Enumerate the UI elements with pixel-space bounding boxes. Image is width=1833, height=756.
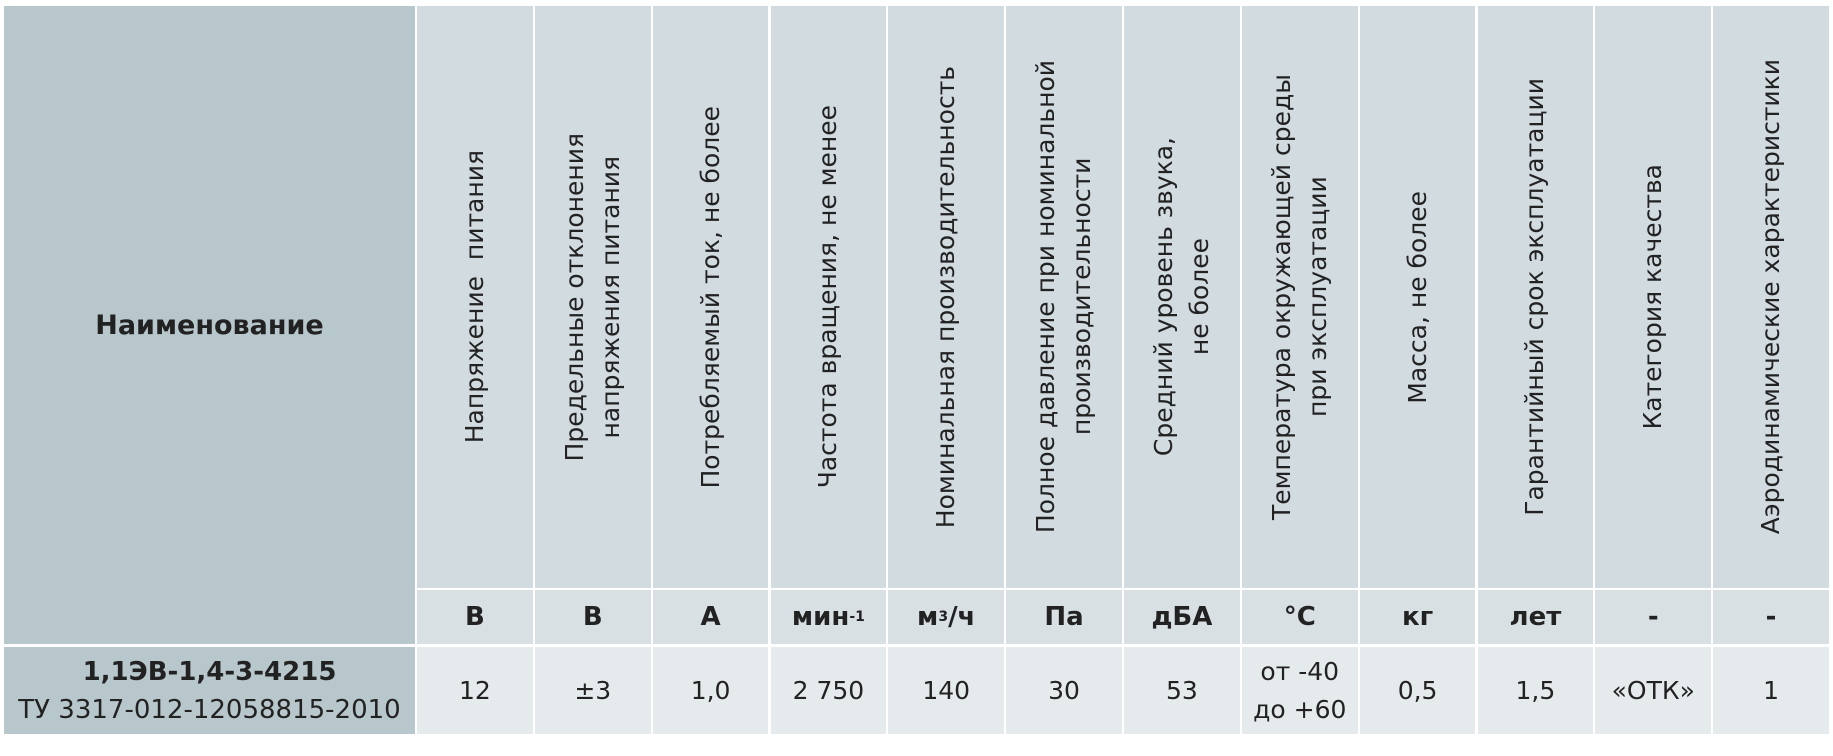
value-text: 0,5 — [1397, 675, 1438, 705]
header-line: Аэродинамические характеристики — [1756, 59, 1786, 535]
header-text: Гарантийный срок эксплуатации — [1517, 78, 1553, 516]
header-text: Номинальная производительность — [928, 66, 964, 528]
unit-text: В — [582, 602, 603, 632]
header-line: Полное давление при номинальной — [1031, 60, 1061, 534]
spec-code: ТУ 3317-012-12058815-2010 — [18, 694, 401, 725]
value-text: 12 — [459, 675, 491, 705]
header-text: Частота вращения, не менее — [810, 105, 846, 488]
unit-cell: дБА — [1124, 590, 1240, 644]
value-text: 1,0 — [690, 675, 731, 705]
header-text: Категория качества — [1635, 164, 1671, 429]
header-text: Напряжение питания — [457, 150, 493, 443]
value-cell: 1,0 — [652, 647, 769, 734]
unit-cell: - — [1713, 590, 1829, 644]
value-cell: 1 — [1713, 647, 1829, 734]
value-text: «ОТК» — [1611, 675, 1695, 705]
header-line: Частота вращения, не менее — [813, 105, 843, 489]
unit-text: - — [1765, 602, 1777, 632]
unit-text: дБА — [1151, 602, 1213, 632]
header-line: Предельные отклонения — [559, 132, 589, 462]
unit-cell: А — [652, 590, 769, 644]
value-text: 1,5 — [1515, 675, 1556, 705]
header-line: Средний уровень звука, — [1148, 137, 1178, 457]
unit-cell: м 3/ч — [888, 590, 1005, 644]
column-header: Гарантийный срок эксплуатации — [1477, 6, 1594, 588]
unit-cell: лет — [1477, 590, 1594, 644]
column-header: Средний уровень звука, не более — [1124, 6, 1240, 588]
header-line: Гарантийный срок эксплуатации — [1520, 78, 1550, 516]
value-cell: 30 — [1006, 647, 1122, 734]
unit-cell: °С — [1241, 590, 1358, 644]
column-header: Полное давление при номинальной производи… — [1006, 6, 1122, 588]
unit-cell: кг — [1359, 590, 1476, 644]
unit-sup: 3 — [938, 609, 949, 625]
header-line: Масса, не более — [1402, 190, 1432, 404]
header-text: Потребляемый ток, не более — [693, 106, 729, 489]
value-text: ±3 — [574, 675, 612, 705]
header-text: Аэродинамические характеристики — [1753, 59, 1789, 534]
unit-text: °С — [1283, 602, 1316, 632]
unit-text: мин — [791, 602, 850, 632]
unit-text: - — [1647, 602, 1659, 632]
header-line: Категория качества — [1638, 164, 1668, 430]
unit-cell: Па — [1006, 590, 1122, 644]
value-text: от -40 — [1260, 656, 1340, 686]
value-text: 1 — [1763, 675, 1780, 705]
unit-text: м — [917, 602, 939, 632]
unit-text: В — [465, 602, 485, 632]
header-line: Потребляемый ток, не более — [695, 105, 725, 489]
column-header: Номинальная производительность — [888, 6, 1005, 588]
value-text: 30 — [1048, 675, 1080, 705]
value-cell: 53 — [1124, 647, 1240, 734]
unit-cell: мин -1 — [770, 590, 887, 644]
value-cell: ±3 — [534, 647, 651, 734]
column-header: Частота вращения, не менее — [770, 6, 887, 588]
unit-cell: - — [1595, 590, 1712, 644]
unit-text: Па — [1044, 602, 1084, 632]
unit-sup: -1 — [849, 609, 865, 625]
value-cell: 140 — [888, 647, 1005, 734]
unit-text: лет — [1509, 602, 1562, 632]
value-text: до +60 — [1253, 694, 1347, 724]
unit-cell: В — [417, 590, 533, 644]
column-header: Напряжение питания — [417, 6, 533, 588]
unit-rest: /ч — [948, 602, 976, 632]
value-text: 53 — [1166, 675, 1198, 705]
model-name: 1,1ЭВ-1,4-3-4215 — [82, 656, 337, 687]
value-text: 140 — [922, 675, 971, 705]
column-header: Потребляемый ток, не более — [652, 6, 769, 588]
header-text: Масса, не более — [1400, 191, 1436, 404]
value-cell: 0,5 — [1359, 647, 1476, 734]
header-line: напряжения питания — [595, 155, 625, 439]
column-header: Аэродинамические характеристики — [1713, 6, 1829, 588]
value-cell: «ОТК» — [1595, 647, 1712, 734]
header-line: Напряжение питания — [459, 150, 489, 444]
value-cell: 2 750 — [770, 647, 887, 734]
column-header: Предельные отклонения напряжения питания — [534, 6, 651, 588]
name-cell: 1,1ЭВ-1,4-3-4215 ТУ 3317-012-12058815-20… — [4, 647, 415, 734]
column-header: Масса, не более — [1359, 6, 1476, 588]
header-text: Полное давление при номинальной производи… — [1028, 60, 1100, 533]
unit-cell: В — [534, 590, 651, 644]
header-line: при эксплуатации — [1302, 176, 1332, 418]
name-header: Наименование — [4, 6, 415, 644]
unit-text: кг — [1401, 602, 1434, 632]
header-line: не более — [1184, 238, 1214, 356]
column-header: Температура окружающей среды при эксплуат… — [1241, 6, 1358, 588]
unit-text: А — [700, 602, 721, 632]
header-text: Температура окружающей среды при эксплуат… — [1264, 74, 1336, 520]
value-cell: от -40 до +60 — [1241, 647, 1358, 734]
value-text: 2 750 — [792, 675, 865, 705]
header-line: производительности — [1067, 158, 1097, 436]
header-line: Номинальная производительность — [931, 65, 961, 529]
header-line: Температура окружающей среды — [1266, 73, 1296, 520]
header-text: Средний уровень звука, не более — [1146, 137, 1218, 456]
header-text: Предельные отклонения напряжения питания — [557, 133, 629, 461]
column-header: Категория качества — [1595, 6, 1712, 588]
value-cell: 12 — [417, 647, 533, 734]
value-cell: 1,5 — [1477, 647, 1594, 734]
